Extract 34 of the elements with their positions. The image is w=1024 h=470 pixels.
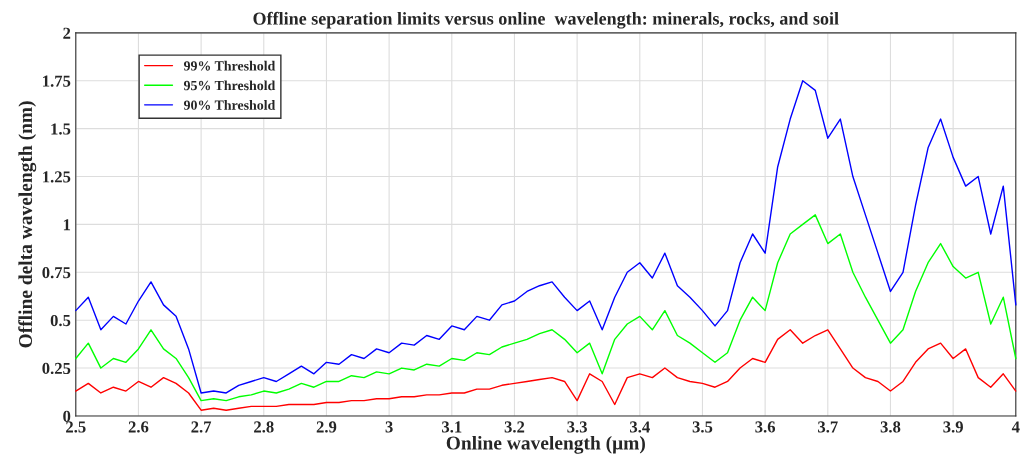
y-axis-title: Offline delta wavelength (nm) <box>18 101 37 348</box>
line-series <box>75 214 1017 402</box>
x-tick-label: 3.1 <box>442 421 462 433</box>
x-tick-label: 2.9 <box>316 421 337 433</box>
x-tick-label: 3.6 <box>755 421 776 433</box>
y-tick-label: 1 <box>63 219 71 231</box>
x-tick-label: 3.4 <box>630 421 650 433</box>
y-tick-label: 1.75 <box>43 75 71 87</box>
y-tick-label: 0.25 <box>42 362 71 375</box>
y-tick-label: 1.25 <box>43 171 71 183</box>
line-series <box>75 80 1017 394</box>
x-tick-label: 3.5 <box>692 421 713 433</box>
y-tick-label: 0.5 <box>50 314 71 327</box>
x-axis-title: Online wavelength (μm) <box>446 435 645 454</box>
y-tick-label: 0.75 <box>42 267 71 279</box>
x-tick-label: 3.3 <box>567 421 587 433</box>
legend-label: 90% Threshold <box>183 100 276 110</box>
x-tick-label: 3.8 <box>880 421 901 433</box>
legend-label: 99% Threshold <box>183 60 276 71</box>
x-tick-label: 2.6 <box>128 421 149 433</box>
x-tick-label: 2.8 <box>254 421 274 433</box>
x-tick-label: 2.7 <box>191 421 212 433</box>
x-tick-label: 3.2 <box>504 421 525 433</box>
x-tick-label: 3.7 <box>818 421 838 433</box>
legend-label: 95% Threshold <box>183 80 276 91</box>
line-series <box>75 329 1017 411</box>
x-tick-label: 3.9 <box>943 421 963 433</box>
y-tick-label: 0 <box>63 410 71 422</box>
y-tick-label: 2 <box>63 27 71 39</box>
x-tick-label: 3 <box>385 421 393 433</box>
x-tick-label: 4 <box>1011 421 1020 433</box>
y-tick-label: 1.5 <box>51 123 71 135</box>
x-tick-label: 2.5 <box>66 421 86 433</box>
chart-title: Offline separation limits versus online wavelength: minerals, rocks, and soil <box>253 11 839 29</box>
